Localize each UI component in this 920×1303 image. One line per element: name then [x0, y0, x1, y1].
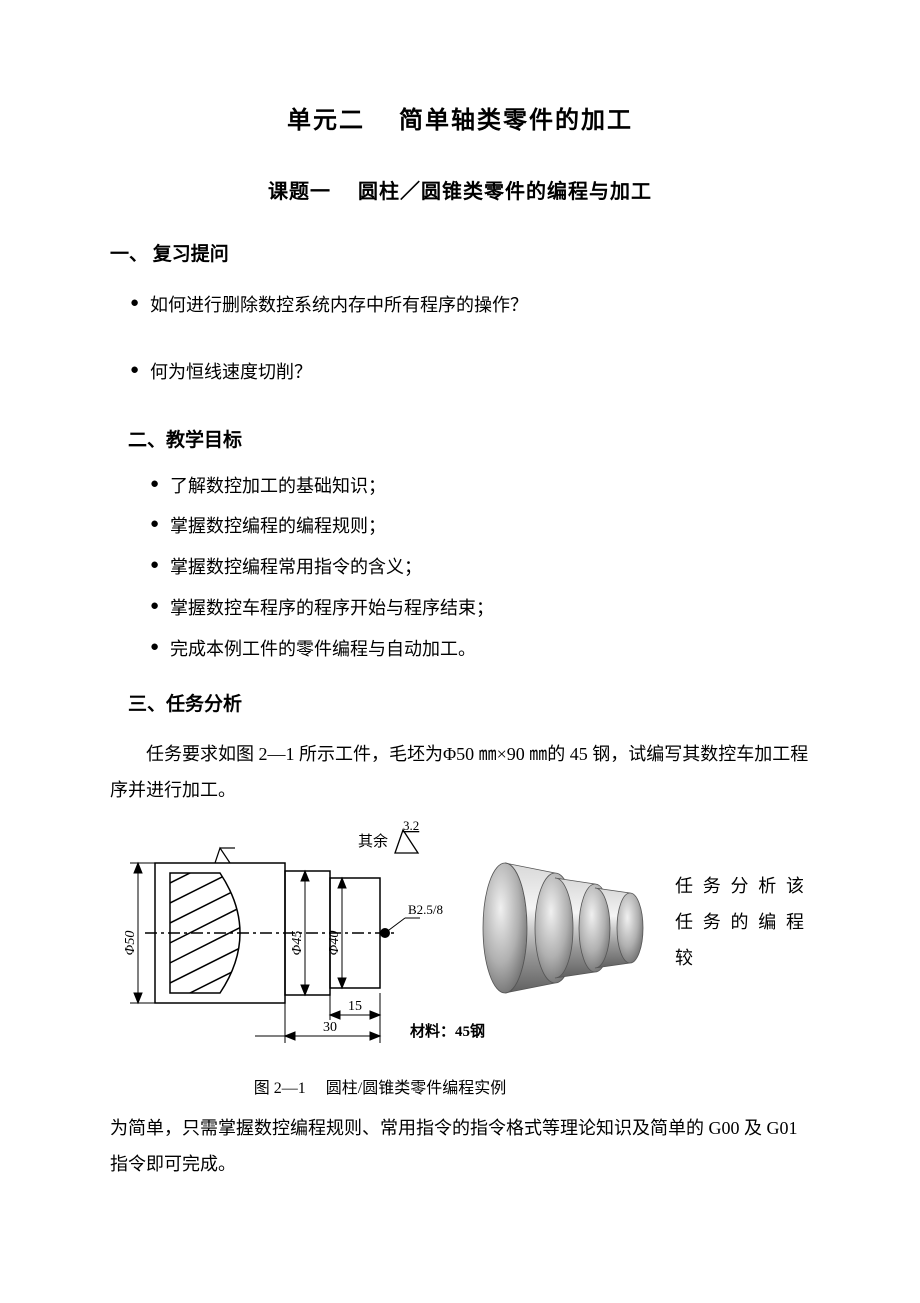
rendered-3d-part: [483, 863, 643, 993]
section-2-heading: 二、教学目标: [110, 425, 810, 452]
closing-paragraph: 为简单，只需掌握数控编程规则、常用指令的指令格式等理论知识及简单的 G00 及 …: [110, 1110, 810, 1182]
dim-phi40-label: Φ40: [327, 930, 342, 955]
topic-title: 课题一 圆柱／圆锥类零件的编程与加工: [110, 175, 810, 204]
review-question-1: 如何进行删除数控系统内存中所有程序的操作？: [110, 291, 810, 320]
section-3-heading: 三、任务分析: [110, 689, 810, 716]
dim-30-label: 30: [323, 1020, 337, 1035]
technical-drawing: Φ50 Φ45 Φ40 30: [110, 818, 650, 1068]
material-label: 材料：45钢: [410, 1022, 485, 1040]
dim-phi45-label: Φ45: [290, 930, 305, 955]
b-callout-label: B2.5/8: [408, 902, 443, 917]
section-1-heading: 一、 复习提问: [110, 239, 810, 266]
surface-prefix-label: 其余: [358, 832, 388, 850]
review-question-2: 何为恒线速度切削？: [110, 358, 810, 387]
figure-container: Φ50 Φ45 Φ40 30: [110, 818, 810, 1098]
task-description: 任务要求如图 2—1 所示工件，毛坯为Φ50 ㎜×90 ㎜的 45 钢，试编写其…: [110, 736, 810, 808]
objective-2: 掌握数控编程的编程规则；: [110, 512, 810, 541]
objective-1: 了解数控加工的基础知识；: [110, 472, 810, 501]
wrap-text-right: 任务分析该任务的编程较: [650, 818, 810, 976]
unit-title: 单元二 简单轴类零件的加工: [110, 100, 810, 135]
objective-5: 完成本例工件的零件编程与自动加工。: [110, 635, 810, 664]
figure-area: Φ50 Φ45 Φ40 30: [110, 818, 650, 1098]
dim-phi50-label: Φ50: [123, 930, 138, 955]
surface-value-label: 3.2: [403, 818, 419, 833]
objective-3: 掌握数控编程常用指令的含义；: [110, 553, 810, 582]
dim-15-label: 15: [348, 999, 362, 1014]
figure-caption: 图 2—1 圆柱/圆锥类零件编程实例: [110, 1074, 650, 1098]
objective-4: 掌握数控车程序的程序开始与程序结束；: [110, 594, 810, 623]
